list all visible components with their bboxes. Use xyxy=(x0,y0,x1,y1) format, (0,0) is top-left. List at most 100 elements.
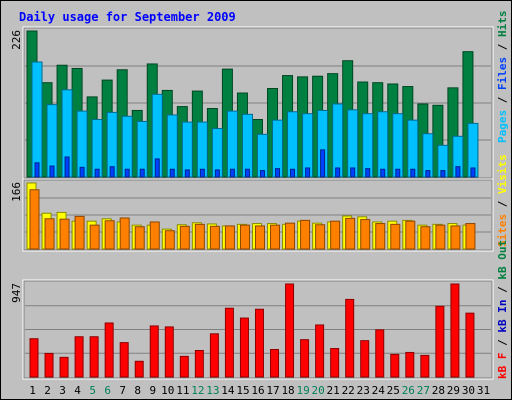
legend-part: kB In xyxy=(496,300,509,333)
x-tick-label-day-3: 3 xyxy=(59,384,66,397)
bar-kb-f-day-19 xyxy=(300,339,310,378)
bar-files-day-22 xyxy=(347,109,359,178)
bar-sites-day-27 xyxy=(420,226,431,250)
bar-sites-day-17 xyxy=(270,224,281,250)
bar-kb-f-day-15 xyxy=(239,317,249,378)
x-tick-label-day-12: 12 xyxy=(191,384,204,397)
bar-pages-day-23 xyxy=(365,168,371,178)
bar-files-day-15 xyxy=(241,113,253,178)
bar-files-day-18 xyxy=(287,111,299,178)
bar-pages-day-2 xyxy=(49,165,55,178)
legend-part: Hits xyxy=(496,11,509,38)
x-tick-label-day-25: 25 xyxy=(387,384,400,397)
x-tick-label-day-13: 13 xyxy=(206,384,219,397)
bar-pages-day-25 xyxy=(395,168,401,178)
bar-kb-f-day-29 xyxy=(450,283,460,378)
bar-kb-f-day-2 xyxy=(44,352,54,378)
y-max-label-visits: 166 xyxy=(10,182,23,202)
chart-title: Daily usage for September 2009 xyxy=(19,10,236,24)
x-tick-label-day-26: 26 xyxy=(402,384,415,397)
bar-sites-day-14 xyxy=(224,225,235,250)
legend-kbytes: kB F / kB In / kB Out xyxy=(496,240,509,379)
bar-files-day-10 xyxy=(166,114,178,178)
bar-sites-day-2 xyxy=(44,218,55,250)
bar-pages-day-30 xyxy=(470,167,476,178)
x-tick-label-day-29: 29 xyxy=(447,384,460,397)
x-tick-label-day-27: 27 xyxy=(417,384,430,397)
legend-part: kB F xyxy=(496,353,509,380)
bar-kb-f-day-26 xyxy=(405,351,415,378)
bar-sites-day-9 xyxy=(149,221,160,250)
bar-pages-day-22 xyxy=(350,167,356,178)
bar-files-day-1 xyxy=(31,61,43,178)
bar-pages-day-6 xyxy=(109,166,115,178)
bar-sites-day-5 xyxy=(89,224,100,250)
bar-pages-day-19 xyxy=(305,167,311,178)
x-tick-label-day-24: 24 xyxy=(372,384,386,397)
bar-kb-f-day-22 xyxy=(345,298,355,378)
bar-pages-day-21 xyxy=(335,167,341,178)
bar-kb-f-day-10 xyxy=(164,326,174,378)
bar-sites-day-15 xyxy=(239,224,250,250)
bar-files-day-8 xyxy=(136,120,148,178)
bar-kb-f-day-5 xyxy=(89,336,99,378)
y-max-label-kbytes: 947 xyxy=(10,283,23,303)
legend-part: / xyxy=(496,194,509,214)
bar-files-day-11 xyxy=(181,121,193,178)
x-tick-label-day-8: 8 xyxy=(134,384,141,397)
bar-pages-day-16 xyxy=(259,170,265,178)
legend-part: Files xyxy=(496,57,509,90)
x-tick-label-day-21: 21 xyxy=(327,384,340,397)
bar-sites-day-19 xyxy=(300,219,311,250)
bar-kb-f-day-14 xyxy=(224,307,234,378)
bar-kb-f-day-17 xyxy=(270,349,280,378)
bar-kb-f-day-8 xyxy=(134,360,144,378)
bar-pages-day-26 xyxy=(410,168,416,178)
bar-sites-day-12 xyxy=(194,223,205,250)
legend-part: / xyxy=(496,37,509,57)
bar-kb-f-day-7 xyxy=(119,342,129,378)
x-tick-label-day-30: 30 xyxy=(462,384,475,397)
bar-kb-f-day-3 xyxy=(59,356,69,378)
x-tick-label-day-16: 16 xyxy=(251,384,264,397)
bar-sites-day-18 xyxy=(285,222,296,250)
bar-kb-f-day-21 xyxy=(330,348,340,378)
y-max-label-hits: 226 xyxy=(10,30,23,50)
bar-pages-day-9 xyxy=(154,158,160,178)
bar-pages-day-8 xyxy=(139,168,145,178)
x-tick-label-day-18: 18 xyxy=(281,384,294,397)
bar-files-day-7 xyxy=(121,115,133,178)
panel-bevel-visits xyxy=(22,178,494,252)
bar-files-day-21 xyxy=(332,103,344,178)
bar-kb-f-day-9 xyxy=(149,325,159,378)
bar-pages-day-27 xyxy=(425,170,431,178)
bar-sites-day-8 xyxy=(134,226,145,250)
bar-sites-day-28 xyxy=(435,224,446,250)
bar-kb-f-day-12 xyxy=(194,349,204,378)
legend-part: / xyxy=(496,90,509,110)
x-tick-label-day-6: 6 xyxy=(104,384,111,397)
panel-border-visits xyxy=(23,179,493,251)
bar-sites-day-11 xyxy=(179,225,190,250)
bar-files-day-25 xyxy=(392,113,404,178)
legend-hits: Pages / Files / Hits xyxy=(496,11,509,144)
bar-sites-day-21 xyxy=(330,220,341,250)
bar-pages-day-5 xyxy=(94,168,100,178)
panel-border-kbytes xyxy=(23,280,493,379)
bar-pages-day-29 xyxy=(455,166,461,178)
bar-files-day-26 xyxy=(407,119,419,178)
bar-sites-day-16 xyxy=(254,225,265,250)
bar-kb-f-day-11 xyxy=(179,355,189,378)
legend-part: / xyxy=(496,280,509,300)
bar-pages-day-3 xyxy=(64,156,70,178)
bar-kb-f-day-27 xyxy=(420,354,430,378)
x-tick-label-day-14: 14 xyxy=(221,384,235,397)
bar-sites-day-13 xyxy=(209,225,220,250)
bar-sites-day-3 xyxy=(59,218,70,250)
bar-files-day-23 xyxy=(362,113,374,178)
bar-pages-day-10 xyxy=(169,168,175,178)
bar-kb-f-day-1 xyxy=(29,338,39,378)
legend-part: Visits xyxy=(496,154,509,194)
legend-part: Pages xyxy=(496,110,509,143)
bar-pages-day-28 xyxy=(440,170,446,178)
